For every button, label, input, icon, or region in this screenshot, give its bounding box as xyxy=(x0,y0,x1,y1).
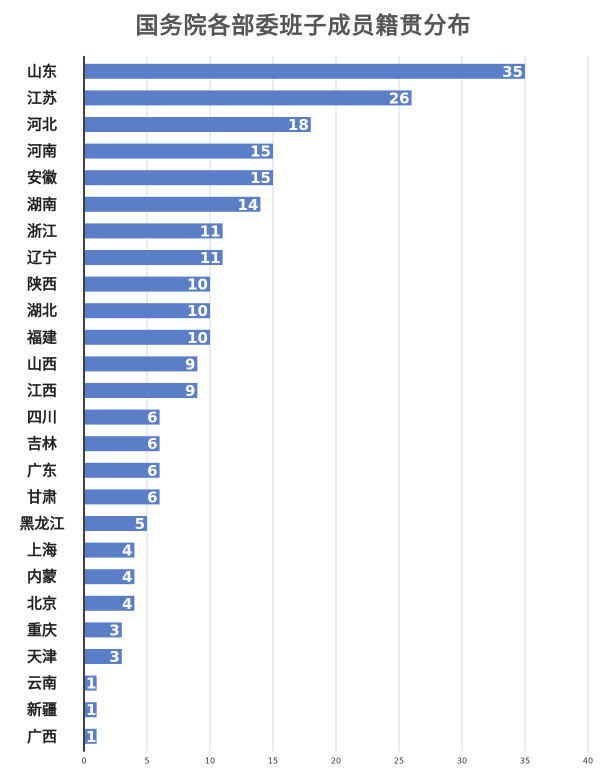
category-label: 四川 xyxy=(27,408,57,426)
bar xyxy=(85,250,223,265)
bar xyxy=(85,383,198,398)
bar xyxy=(85,462,160,478)
bar xyxy=(85,542,135,558)
category-label: 山东 xyxy=(27,62,57,80)
bar xyxy=(85,276,210,292)
x-tick-label: 10 xyxy=(205,757,215,766)
x-tick-label: 40 xyxy=(583,757,593,766)
chart-title: 国务院各部委班子成员籍贯分布 xyxy=(135,13,472,39)
x-tick-label: 5 xyxy=(144,757,149,766)
category-label: 内蒙 xyxy=(27,568,57,586)
bar xyxy=(85,196,261,212)
value-label: 11 xyxy=(200,222,221,240)
x-tick-label: 20 xyxy=(331,757,341,766)
category-label: 云南 xyxy=(27,674,57,692)
category-label: 重庆 xyxy=(27,621,57,639)
value-label: 15 xyxy=(250,169,271,187)
value-label: 1 xyxy=(86,701,96,719)
bar xyxy=(85,63,525,79)
value-label: 4 xyxy=(122,595,132,613)
x-tick-label: 30 xyxy=(457,757,467,766)
bar xyxy=(85,329,210,345)
category-label: 河北 xyxy=(27,116,57,134)
category-label: 上海 xyxy=(27,541,57,559)
value-label: 4 xyxy=(122,568,132,586)
value-label: 9 xyxy=(185,382,195,400)
category-label: 浙江 xyxy=(27,222,57,240)
value-label: 9 xyxy=(185,355,195,373)
bar xyxy=(85,436,160,452)
value-label: 6 xyxy=(147,435,157,453)
category-label: 安徽 xyxy=(27,169,58,187)
category-label: 北京 xyxy=(27,594,57,612)
x-tick-label: 35 xyxy=(520,757,530,766)
value-label: 35 xyxy=(502,63,523,81)
x-tick-label: 25 xyxy=(394,757,404,766)
category-label: 广东 xyxy=(27,461,57,479)
category-label: 辽宁 xyxy=(27,249,57,267)
bar xyxy=(85,702,97,718)
category-label: 新疆 xyxy=(27,701,57,719)
value-label: 14 xyxy=(238,196,259,214)
value-label: 11 xyxy=(200,249,221,267)
category-label: 山西 xyxy=(27,355,57,373)
bars xyxy=(85,63,525,744)
bar xyxy=(85,489,160,505)
bar xyxy=(85,170,273,186)
value-label: 10 xyxy=(187,329,208,347)
category-label: 湖北 xyxy=(27,302,57,320)
bar xyxy=(85,117,311,132)
value-label: 26 xyxy=(389,89,410,107)
value-label: 1 xyxy=(86,728,96,746)
value-label: 3 xyxy=(109,621,119,639)
value-label: 6 xyxy=(147,462,157,480)
bar xyxy=(85,303,210,319)
bar xyxy=(85,516,147,531)
bar xyxy=(85,90,412,106)
value-label: 15 xyxy=(250,143,271,161)
value-label: 3 xyxy=(109,648,119,666)
value-label: 10 xyxy=(187,302,208,320)
value-label: 18 xyxy=(288,116,309,134)
bar xyxy=(85,356,198,372)
bar xyxy=(85,223,223,239)
value-label: 1 xyxy=(86,675,96,693)
x-tick-label: 15 xyxy=(268,757,278,766)
bar xyxy=(85,569,135,585)
x-tick-label: 0 xyxy=(81,757,86,766)
category-label: 甘肃 xyxy=(27,488,57,506)
category-labels: 山东江苏河北河南安徽湖南浙江辽宁陕西湖北福建山西江西四川吉林广东甘肃黑龙江上海内… xyxy=(19,62,64,745)
bar xyxy=(85,409,160,425)
category-label: 吉林 xyxy=(27,435,58,453)
grid-lines xyxy=(146,56,589,752)
category-label: 广西 xyxy=(27,727,57,745)
category-label: 黑龙江 xyxy=(19,515,64,533)
value-label: 4 xyxy=(122,542,132,560)
value-label: 5 xyxy=(135,515,145,533)
category-label: 陕西 xyxy=(27,275,57,293)
value-label: 10 xyxy=(187,276,208,294)
category-label: 河南 xyxy=(27,142,57,160)
category-label: 江西 xyxy=(27,382,57,400)
bar xyxy=(85,728,97,744)
bar xyxy=(85,675,97,691)
category-label: 江苏 xyxy=(27,89,57,107)
category-label: 天津 xyxy=(27,648,57,666)
bar xyxy=(85,622,122,638)
category-label: 湖南 xyxy=(27,195,57,213)
value-label: 6 xyxy=(147,409,157,427)
bar xyxy=(85,649,122,664)
category-label: 福建 xyxy=(26,328,58,346)
value-label: 6 xyxy=(147,488,157,506)
x-tick-labels: 0 5 10 15 20 25 30 35 40 xyxy=(81,757,593,766)
bar xyxy=(85,143,273,159)
bar xyxy=(85,595,135,611)
